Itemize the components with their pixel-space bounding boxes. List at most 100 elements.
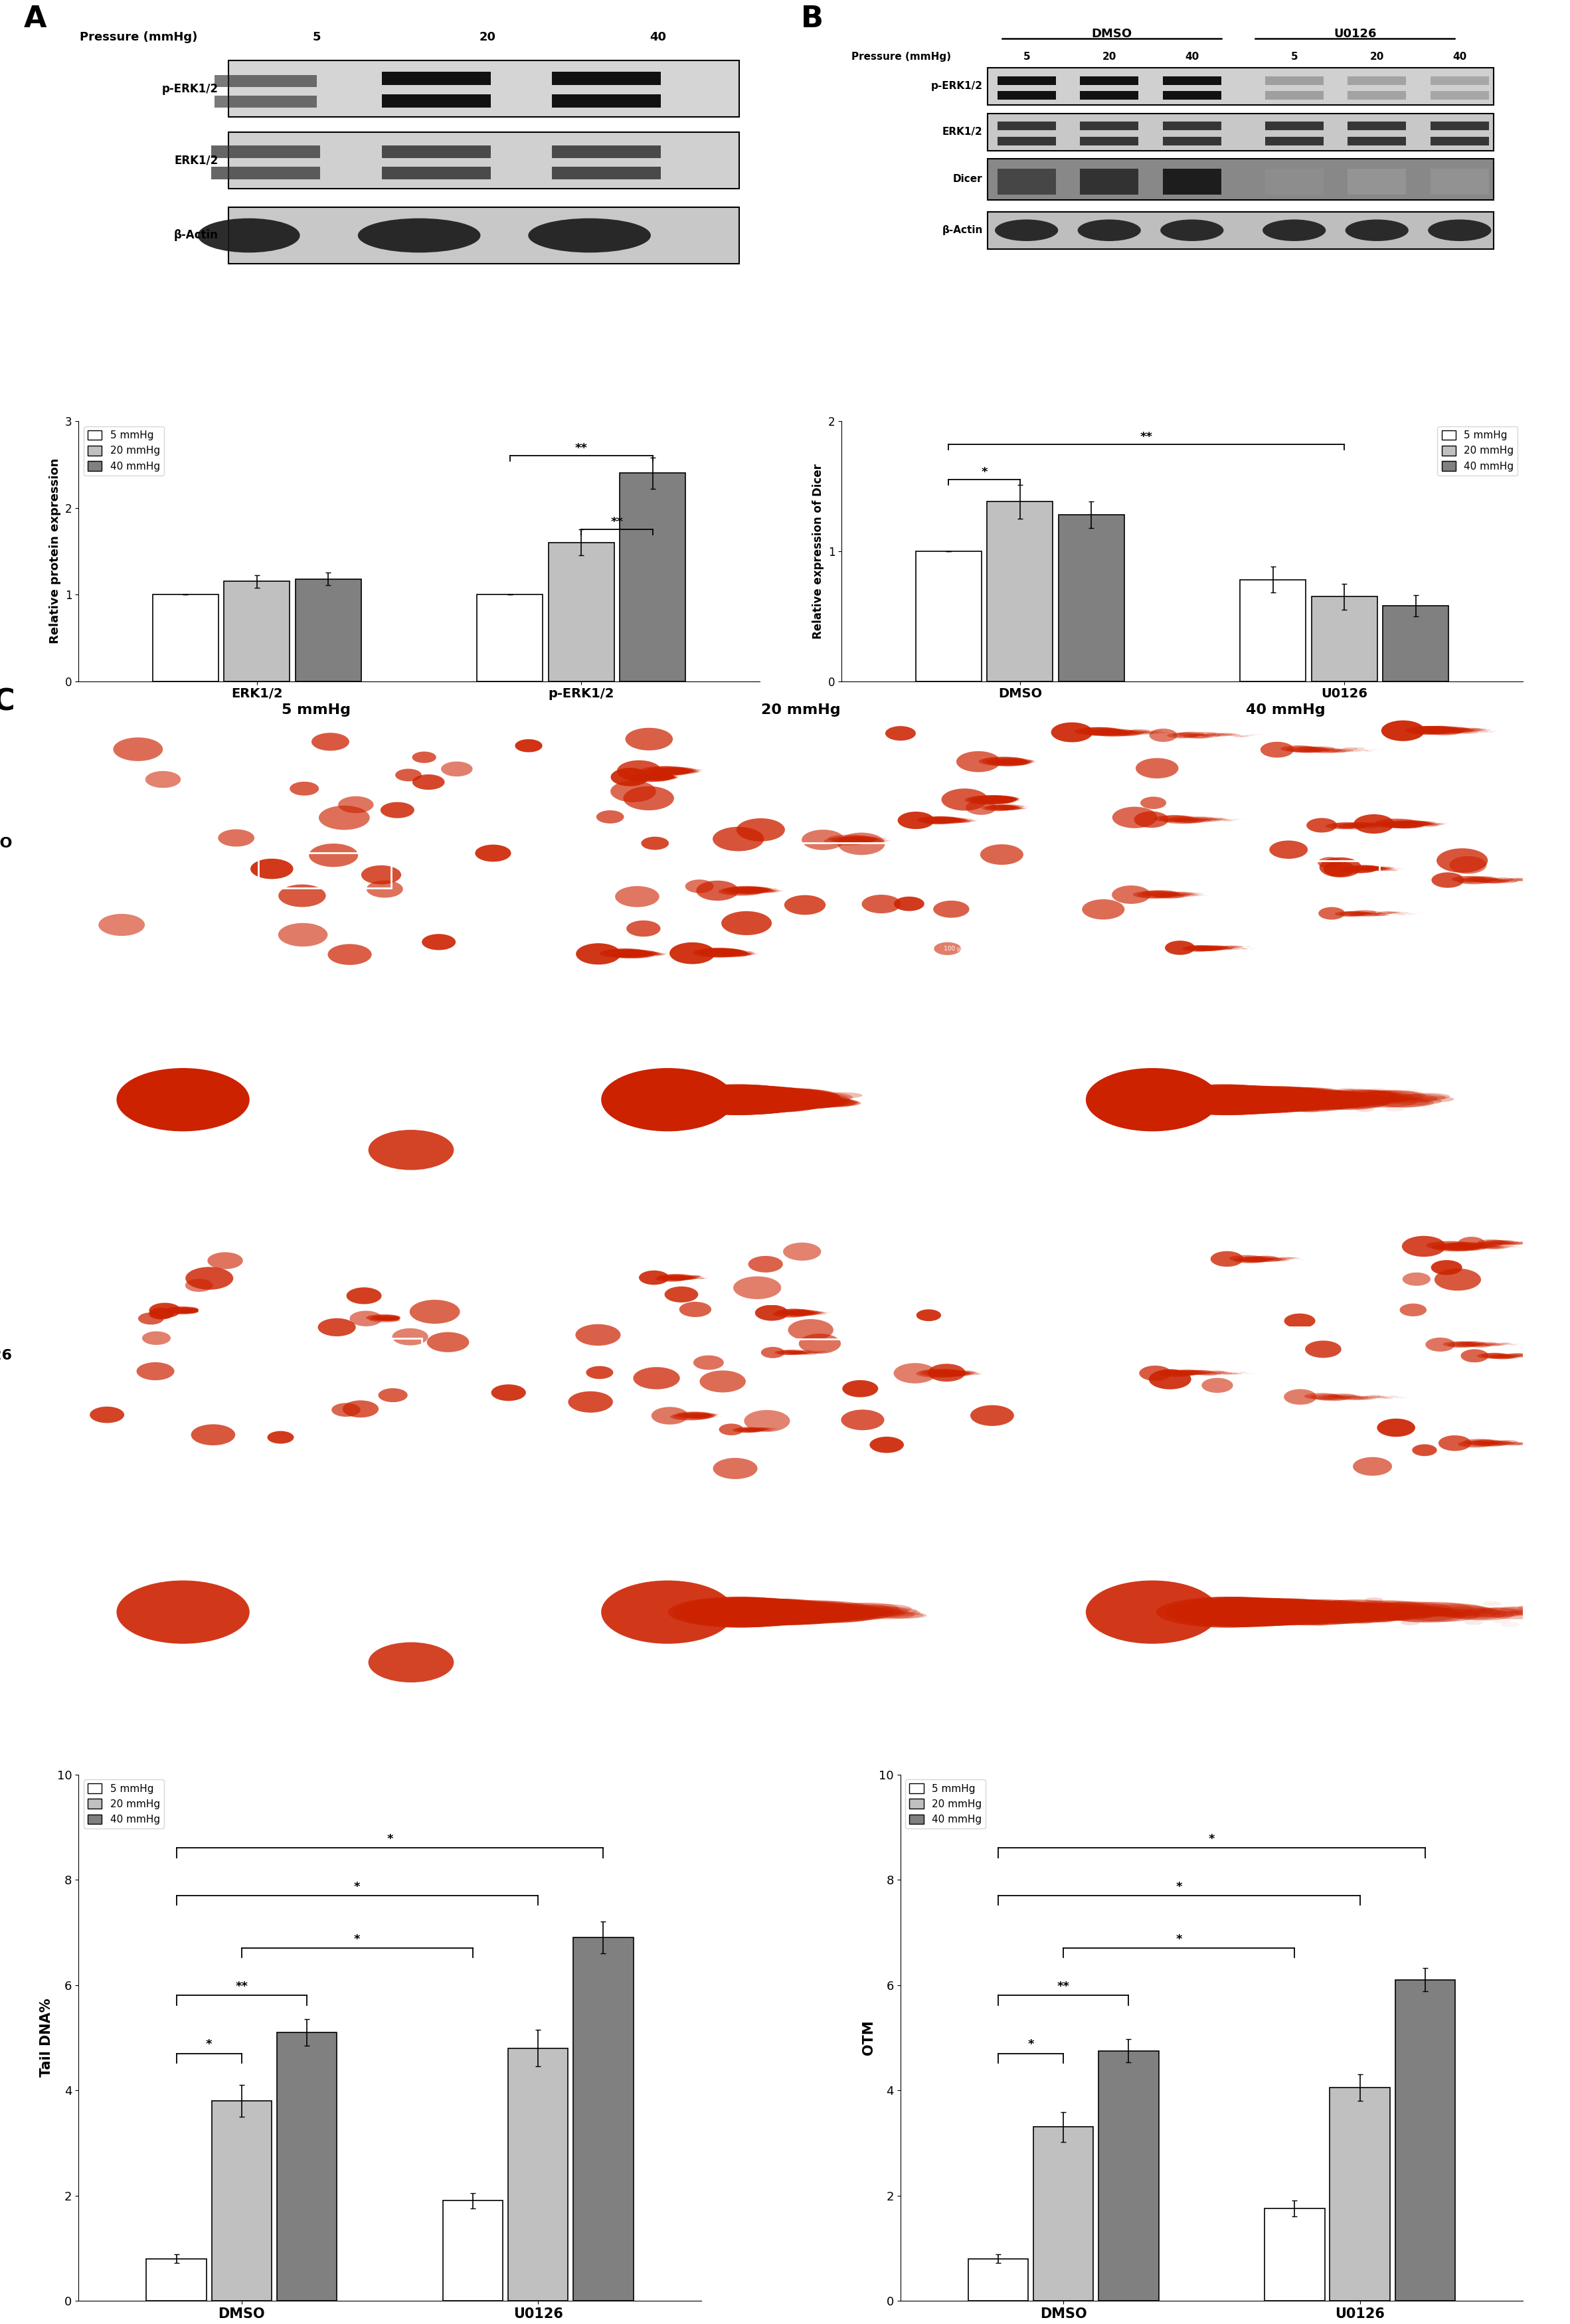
Ellipse shape xyxy=(1437,1613,1455,1618)
Ellipse shape xyxy=(1154,816,1192,823)
Ellipse shape xyxy=(801,1604,881,1620)
Ellipse shape xyxy=(650,769,691,776)
Ellipse shape xyxy=(1163,818,1196,823)
Ellipse shape xyxy=(1338,1088,1356,1092)
Ellipse shape xyxy=(735,1601,845,1624)
Ellipse shape xyxy=(736,1088,834,1106)
Ellipse shape xyxy=(1206,946,1228,951)
Ellipse shape xyxy=(1378,869,1393,872)
Ellipse shape xyxy=(697,948,743,957)
Bar xyxy=(1347,121,1407,130)
Ellipse shape xyxy=(1086,1069,1218,1132)
Ellipse shape xyxy=(174,1308,198,1313)
Ellipse shape xyxy=(973,795,1016,804)
Ellipse shape xyxy=(1421,725,1460,732)
Text: *: * xyxy=(386,1834,392,1845)
Ellipse shape xyxy=(1488,1441,1512,1446)
Ellipse shape xyxy=(1382,867,1394,869)
Bar xyxy=(1163,77,1221,84)
Bar xyxy=(969,2259,1028,2301)
Ellipse shape xyxy=(780,1095,848,1109)
Bar xyxy=(1347,137,1407,144)
Ellipse shape xyxy=(366,1315,400,1320)
Ellipse shape xyxy=(1082,899,1124,920)
Ellipse shape xyxy=(724,1599,840,1624)
Ellipse shape xyxy=(1190,1371,1214,1373)
Title: 5 mmHg: 5 mmHg xyxy=(281,704,350,716)
Ellipse shape xyxy=(637,951,659,955)
Ellipse shape xyxy=(1102,730,1135,734)
Ellipse shape xyxy=(1206,1088,1328,1113)
Ellipse shape xyxy=(1223,1371,1236,1376)
Ellipse shape xyxy=(958,820,972,823)
Bar xyxy=(382,167,491,179)
Ellipse shape xyxy=(218,830,254,846)
Ellipse shape xyxy=(614,951,652,957)
Ellipse shape xyxy=(1459,1441,1493,1448)
Ellipse shape xyxy=(1485,878,1510,883)
Ellipse shape xyxy=(980,795,1016,802)
Bar xyxy=(988,502,1053,681)
Ellipse shape xyxy=(137,1362,174,1380)
Ellipse shape xyxy=(675,1411,711,1418)
Ellipse shape xyxy=(1334,911,1363,916)
Ellipse shape xyxy=(776,1095,848,1109)
Ellipse shape xyxy=(1385,1106,1404,1111)
Ellipse shape xyxy=(1481,878,1506,883)
Ellipse shape xyxy=(655,776,675,779)
Text: 100 μm: 100 μm xyxy=(458,1457,482,1464)
Ellipse shape xyxy=(1300,1606,1320,1611)
Ellipse shape xyxy=(747,1429,766,1432)
Legend: 5 mmHg, 20 mmHg, 40 mmHg: 5 mmHg, 20 mmHg, 40 mmHg xyxy=(906,1780,986,1829)
Ellipse shape xyxy=(1091,730,1129,737)
Ellipse shape xyxy=(799,1334,842,1353)
Ellipse shape xyxy=(661,767,692,774)
Ellipse shape xyxy=(1267,1257,1286,1262)
Ellipse shape xyxy=(1283,1099,1302,1106)
Ellipse shape xyxy=(1196,1371,1218,1376)
Bar xyxy=(553,167,661,179)
Ellipse shape xyxy=(956,751,1000,772)
Ellipse shape xyxy=(1286,746,1320,753)
Ellipse shape xyxy=(945,1371,972,1376)
Ellipse shape xyxy=(1188,818,1212,823)
Text: DMSO: DMSO xyxy=(1091,28,1132,40)
Ellipse shape xyxy=(1474,878,1502,883)
Text: *: * xyxy=(1176,1934,1182,1945)
Text: DMSO: DMSO xyxy=(0,837,13,851)
Ellipse shape xyxy=(1366,823,1388,827)
Ellipse shape xyxy=(807,1099,859,1106)
Bar xyxy=(215,95,317,107)
Ellipse shape xyxy=(1512,1241,1526,1243)
Ellipse shape xyxy=(788,1350,807,1355)
Ellipse shape xyxy=(1490,1246,1507,1248)
Ellipse shape xyxy=(1212,1371,1228,1373)
Ellipse shape xyxy=(116,1069,250,1132)
Ellipse shape xyxy=(1334,1394,1360,1399)
Bar xyxy=(1347,91,1407,100)
Ellipse shape xyxy=(1306,1099,1325,1104)
Ellipse shape xyxy=(1280,1090,1372,1109)
Ellipse shape xyxy=(1437,848,1488,874)
Ellipse shape xyxy=(804,1353,816,1355)
Ellipse shape xyxy=(1319,906,1345,920)
Ellipse shape xyxy=(1303,748,1331,753)
Ellipse shape xyxy=(1305,1599,1405,1620)
Ellipse shape xyxy=(1427,1241,1473,1250)
Ellipse shape xyxy=(845,1608,906,1618)
Ellipse shape xyxy=(749,1090,837,1109)
Ellipse shape xyxy=(783,1092,849,1106)
Ellipse shape xyxy=(165,1306,198,1313)
Ellipse shape xyxy=(615,885,659,906)
Ellipse shape xyxy=(794,1606,879,1622)
Ellipse shape xyxy=(928,1364,966,1383)
Ellipse shape xyxy=(818,1606,890,1620)
Ellipse shape xyxy=(1339,1092,1410,1106)
Ellipse shape xyxy=(777,1350,802,1355)
Ellipse shape xyxy=(1490,1611,1540,1620)
Ellipse shape xyxy=(1325,1097,1344,1102)
Ellipse shape xyxy=(772,1311,809,1318)
Ellipse shape xyxy=(1435,1606,1501,1618)
Ellipse shape xyxy=(528,218,652,253)
Ellipse shape xyxy=(1484,1343,1499,1346)
